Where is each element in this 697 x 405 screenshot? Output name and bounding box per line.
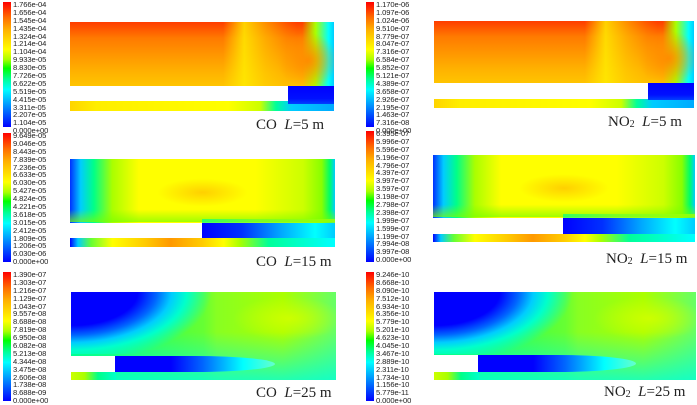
panel-caption: CO L=25 m [256,385,332,401]
colorbar-ticks: 6.395e-07 5.996e-07 5.596e-07 5.196e-07 4.79… [376,129,412,265]
contour-plot [70,159,335,247]
colorbar-ticks: 1.170e-06 1.097e-06 1.024e-06 9.510e-07 8.77… [376,0,412,136]
colorbar-ticks: 9.649e-05 9.046e-05 8.443e-05 7.839e-05 7.23… [13,131,49,267]
contour-plot [434,21,694,108]
colorbar [366,2,374,127]
colorbar [366,131,374,262]
panel-caption: NO2 L=5 m [608,114,682,130]
colorbar [3,133,11,262]
colorbar-ticks: 1.766e-04 1.656e-04 1.545e-04 1.435e-04 1.32… [13,0,49,136]
panel-caption: NO2 L=25 m [604,384,686,400]
colorbar [3,272,11,401]
contour-plot [434,292,696,380]
contour-plot [71,292,336,380]
colorbar-ticks: 9.246e-10 8.668e-10 8.090e-10 7.512e-10 6.93… [376,270,412,405]
panel-caption: NO2 L=15 m [606,251,688,267]
panel-caption: CO L=5 m [256,117,325,133]
contour-plot [433,155,695,242]
contour-plot [70,22,334,111]
colorbar [3,2,11,127]
colorbar [366,272,374,401]
colorbar-ticks: 1.390e-07 1.303e-07 1.216e-07 1.129e-07 1.04… [13,270,49,405]
panel-caption: CO L=15 m [256,254,332,270]
